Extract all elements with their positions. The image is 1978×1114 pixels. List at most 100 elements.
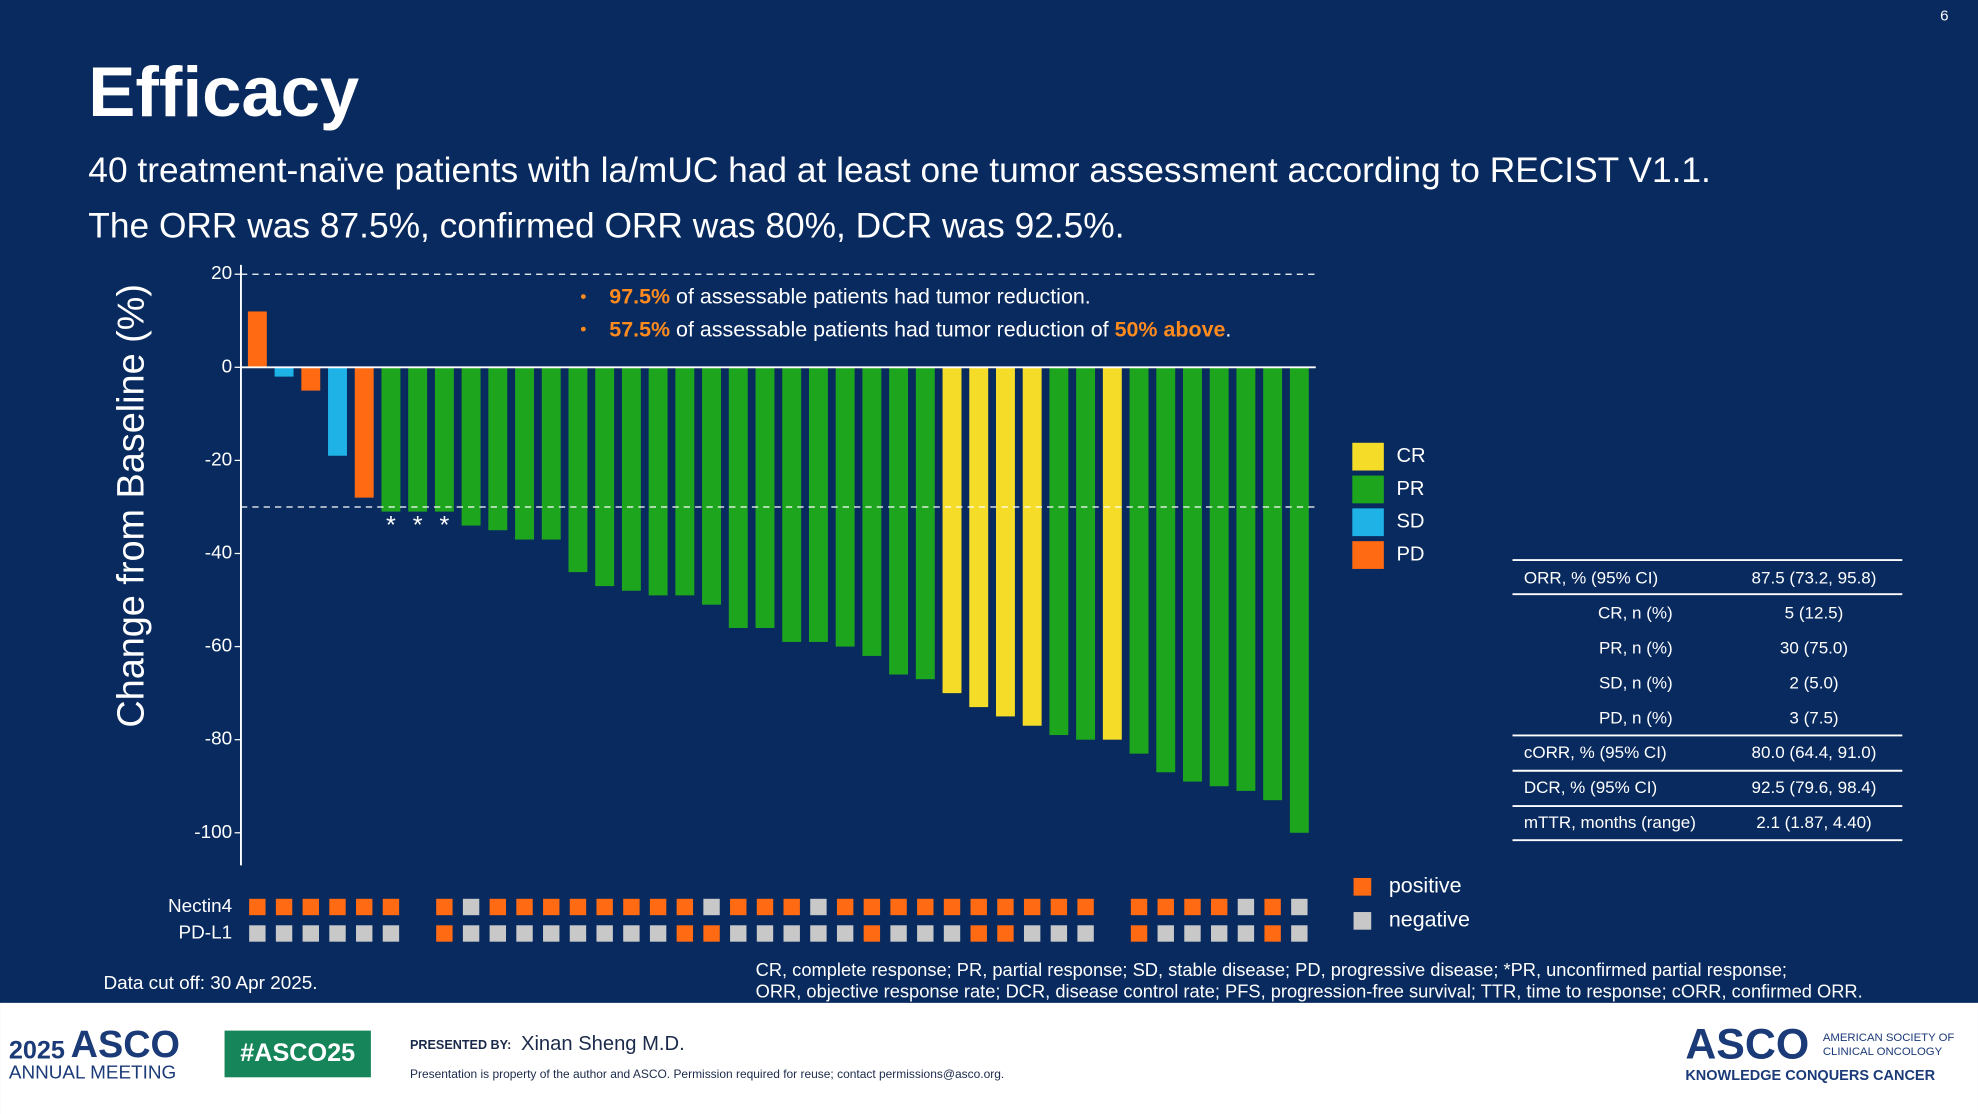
biomarker-cell [783, 898, 800, 916]
y-tick-label: -100 [194, 822, 232, 843]
bar [728, 367, 748, 628]
biomarker-cell [917, 898, 934, 916]
biomarker-cell [890, 898, 907, 916]
data-cutoff: Data cut off: 30 Apr 2025. [103, 973, 317, 994]
background [0, 0, 1978, 1003]
bar [675, 367, 695, 596]
society: CLINICAL ONCOLOGY [1823, 1046, 1943, 1058]
bar [1102, 367, 1122, 740]
biomarker-cell [543, 925, 560, 942]
biomarker-label: Nectin4 [168, 896, 232, 917]
bar [915, 367, 935, 680]
biomarker-cell [890, 925, 907, 942]
y-tick-label: -60 [205, 636, 232, 657]
biomarker-cell [382, 898, 400, 916]
biomarker-cell [783, 925, 800, 942]
biomarker-cell [1210, 898, 1228, 916]
annotation-part: of assessable patients had tumor reducti… [670, 284, 1091, 308]
bar [1129, 367, 1149, 754]
y-tick-label: 0 [222, 356, 233, 377]
biomarker-cell [649, 925, 667, 942]
biomarker-cell [863, 925, 881, 942]
bar [461, 367, 481, 526]
biomarker-cell [596, 898, 613, 916]
bar [621, 367, 641, 591]
biomarker-cell [730, 925, 747, 942]
annotation: 57.5% of assessable patients had tumor r… [609, 317, 1231, 341]
biomarker-legend-swatch [1353, 912, 1372, 930]
biomarker-cell [836, 925, 854, 942]
bar [1156, 367, 1176, 773]
bar [301, 367, 321, 391]
bar [782, 367, 802, 642]
table-cell: 5 (12.5) [1785, 603, 1844, 622]
notice: Presentation is property of the author a… [410, 1067, 1004, 1081]
biomarker-cell [863, 898, 881, 916]
annotation: 97.5% of assessable patients had tumor r… [609, 284, 1090, 308]
bar [1209, 367, 1229, 787]
subtitle: 40 treatment-naïve patients with la/mUC … [88, 151, 1711, 190]
bar [1289, 367, 1309, 833]
bar [381, 367, 401, 512]
presented-by: PRESENTED BY: [410, 1038, 511, 1052]
biomarker-cell [516, 898, 533, 916]
footer-meeting: ANNUAL MEETING [9, 1063, 176, 1084]
biomarker-cell [810, 898, 827, 916]
bar [702, 367, 722, 605]
biomarker-cell [329, 925, 346, 942]
legend-label: PD [1396, 543, 1424, 565]
legend-label: SD [1396, 511, 1424, 533]
bar [1076, 367, 1096, 740]
biomarker-cell [1237, 898, 1255, 916]
biomarker-cell [1291, 925, 1308, 942]
presenter: Xinan Sheng M.D. [521, 1033, 685, 1055]
table-cell: cORR, % (95% CI) [1524, 743, 1667, 762]
annotation-part: . [1225, 317, 1231, 341]
page-number: 6 [1940, 7, 1948, 24]
bar [1183, 367, 1202, 782]
hashtag: #ASCO25 [240, 1039, 355, 1067]
biomarker-cell [462, 898, 480, 916]
legend-swatch [1352, 475, 1384, 504]
bar [328, 367, 347, 456]
legend-swatch [1352, 541, 1384, 569]
biomarker-cell [1291, 898, 1308, 916]
bar [1236, 367, 1256, 791]
biomarker-cell [623, 925, 640, 942]
bar [1049, 367, 1069, 736]
y-tick-label: -40 [205, 542, 232, 563]
biomarker-label: PD-L1 [179, 922, 233, 943]
legend-swatch [1352, 508, 1384, 537]
biomarker-cell [356, 898, 373, 916]
biomarker-cell [1130, 898, 1148, 916]
bar [247, 311, 267, 368]
biomarker-cell [436, 898, 453, 916]
table-cell: PD, n (%) [1599, 708, 1673, 727]
biomarker-cell [302, 898, 319, 916]
biomarker-cell [623, 898, 640, 916]
table-cell: 87.5 (73.2, 95.8) [1752, 569, 1877, 588]
biomarker-cell [1023, 925, 1041, 942]
biomarker-cell [970, 898, 987, 916]
biomarker-cell [489, 925, 507, 942]
table-cell: 80.0 (64.4, 91.0) [1752, 743, 1877, 762]
table-cell: CR, n (%) [1598, 603, 1673, 622]
biomarker-cell [943, 925, 961, 942]
bar [274, 367, 294, 377]
biomarker-legend-label: positive [1389, 873, 1462, 897]
bar [889, 367, 909, 675]
biomarker-cell [1130, 925, 1148, 942]
biomarker-cell [703, 898, 720, 916]
table-cell: 3 (7.5) [1789, 708, 1838, 727]
biomarker-cell [543, 898, 560, 916]
table-cell: mTTR, months (range) [1524, 813, 1696, 832]
bar [1263, 367, 1283, 801]
bar [354, 367, 374, 498]
bar-marker: * [386, 511, 396, 539]
bar [595, 367, 615, 587]
biomarker-cell [1184, 898, 1201, 916]
bar [942, 367, 962, 694]
bar [541, 367, 561, 540]
biomarker-cell [1050, 925, 1068, 942]
